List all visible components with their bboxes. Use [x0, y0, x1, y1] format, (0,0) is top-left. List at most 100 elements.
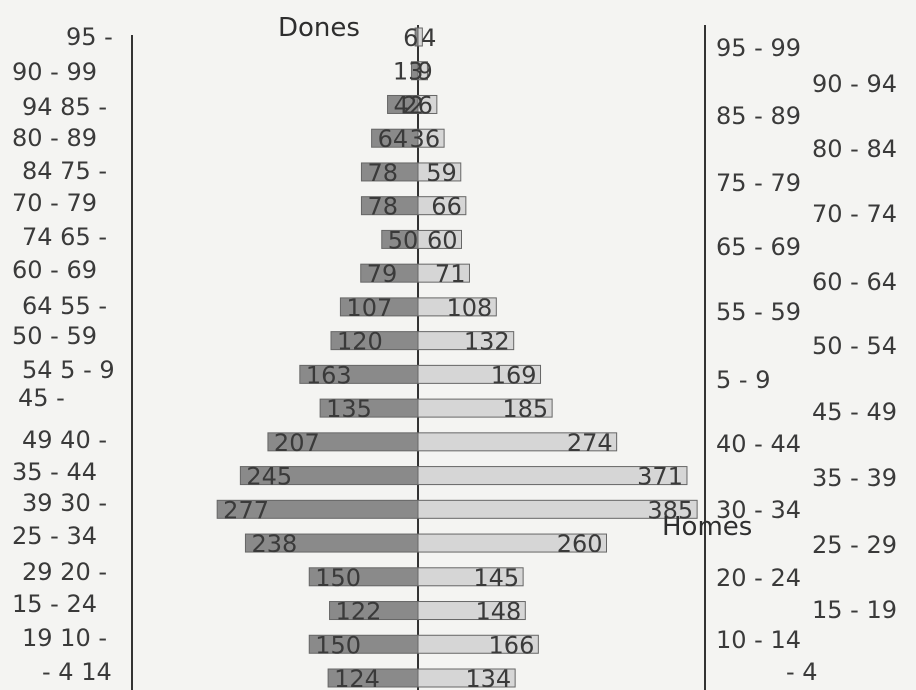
- title-homes: Homes: [662, 512, 752, 542]
- value-label-dones: 78: [367, 159, 398, 187]
- value-label-dones: 277: [223, 496, 269, 524]
- value-label-dones: 238: [251, 530, 297, 558]
- value-label-dones: 207: [274, 429, 320, 457]
- right-tick-labels: 95 - 99 90 - 94 85 - 89 80 - 84 75 - 79 70 - …: [716, 34, 897, 686]
- bar-homes: [417, 634, 539, 654]
- right-tick-label: 35 - 39: [812, 464, 897, 492]
- bar-homes: [417, 499, 698, 519]
- right-tick-label: 60 - 64: [812, 268, 897, 296]
- bar-homes: [417, 601, 526, 621]
- value-label-homes: 36: [410, 125, 441, 153]
- right-tick-label: 25 - 29: [812, 531, 897, 559]
- value-label-dones: 124: [334, 665, 380, 690]
- value-label-dones: 150: [315, 564, 361, 592]
- right-tick-label: 80 - 84: [812, 135, 897, 163]
- value-label-dones: 150: [315, 631, 361, 659]
- right-tick-label: 50 - 54: [812, 332, 897, 360]
- left-tick-label: 90 - 99: [12, 58, 97, 86]
- value-label-homes: 26: [402, 91, 433, 119]
- value-label-homes: 134: [465, 665, 511, 690]
- bar-homes: [417, 94, 438, 114]
- left-tick-label: 45 -: [18, 384, 65, 412]
- value-label-dones: 9: [417, 58, 432, 86]
- right-tick-label: - 4: [786, 658, 818, 686]
- left-tick-label: 94 85 -: [22, 93, 107, 121]
- value-label-homes: 132: [464, 328, 510, 356]
- left-tick-label: 25 - 34: [12, 522, 97, 550]
- bar-homes: [417, 432, 618, 452]
- right-tick-label: 85 - 89: [716, 102, 801, 130]
- value-label-homes: 13: [393, 58, 424, 86]
- value-label-dones: 122: [336, 598, 382, 626]
- bar-homes: [417, 196, 467, 216]
- left-tick-label: 35 - 44: [12, 458, 97, 486]
- left-tick-label: 95 -: [66, 23, 113, 51]
- right-tick-label: 45 - 49: [812, 398, 897, 426]
- value-label-dones: 107: [346, 294, 392, 322]
- value-label-homes: 166: [489, 631, 535, 659]
- left-tick-label: 70 - 79: [12, 189, 97, 217]
- left-tick-label: 29 20 -: [22, 558, 107, 586]
- value-label-homes: 60: [427, 226, 458, 254]
- title-dones: Dones: [278, 13, 360, 43]
- bar-homes: [417, 533, 607, 553]
- bar-homes: [417, 27, 423, 47]
- left-tick-label: 19 10 -: [22, 624, 107, 652]
- value-label-dones: 79: [367, 260, 398, 288]
- value-label-homes: 66: [431, 193, 462, 221]
- left-tick-label: 74 65 -: [22, 223, 107, 251]
- value-label-homes: 185: [502, 395, 548, 423]
- value-label-homes: 385: [647, 496, 693, 524]
- bar-homes: [417, 297, 497, 317]
- left-tick-label: 50 - 59: [12, 322, 97, 350]
- bar-homes: [417, 364, 542, 384]
- value-label-homes: 59: [426, 159, 457, 187]
- left-tick-label: 54 5 - 9: [22, 356, 115, 384]
- value-label-dones: 120: [337, 328, 383, 356]
- right-tick-label: 65 - 69: [716, 233, 801, 261]
- right-tick-label: 70 - 74: [812, 200, 897, 228]
- bar-homes: [417, 162, 462, 182]
- value-label-homes: 145: [473, 564, 519, 592]
- value-label-homes: 148: [475, 598, 521, 626]
- right-tick-label: 75 - 79: [716, 169, 801, 197]
- bar-homes: [417, 229, 462, 249]
- value-label-homes: 260: [557, 530, 603, 558]
- value-label-homes: 274: [567, 429, 613, 457]
- bar-homes: [417, 398, 553, 418]
- value-label-dones: 245: [246, 463, 292, 491]
- value-label-dones: 42: [394, 91, 425, 119]
- right-tick-label: 20 - 24: [716, 564, 801, 592]
- value-label-dones: 135: [326, 395, 372, 423]
- value-label-homes: 71: [435, 260, 466, 288]
- left-tick-label: 64 55 -: [22, 292, 107, 320]
- left-tick-label: - 4 14: [42, 658, 112, 686]
- bar-homes: [417, 263, 470, 283]
- bar-homes: [417, 61, 428, 81]
- right-tick-label: 90 - 94: [812, 70, 897, 98]
- value-label-homes: 371: [637, 463, 683, 491]
- right-tick-label: 40 - 44: [716, 430, 801, 458]
- value-label-dones: 64: [378, 125, 409, 153]
- left-tick-label: 39 30 -: [22, 489, 107, 517]
- right-tick-label: 30 - 34: [716, 496, 801, 524]
- right-tick-label: 95 - 99: [716, 34, 801, 62]
- right-tick-label: 5 - 9: [716, 366, 770, 394]
- value-label-dones: 78: [367, 193, 398, 221]
- right-tick-label: 55 - 59: [716, 298, 801, 326]
- value-label-homes: 108: [446, 294, 492, 322]
- value-label-homes: 6: [403, 24, 418, 52]
- left-tick-label: 80 - 89: [12, 124, 97, 152]
- left-tick-label: 84 75 -: [22, 157, 107, 185]
- left-tick-label: 60 - 69: [12, 256, 97, 284]
- value-label-dones: 50: [388, 226, 419, 254]
- bars-group: [216, 27, 698, 688]
- bar-homes: [417, 466, 688, 486]
- left-tick-labels: 95 - 90 - 99 94 85 - 80 - 89 84 75 - 70 - 79 7…: [12, 23, 115, 686]
- value-label-homes: 169: [491, 361, 537, 389]
- bar-homes: [417, 567, 524, 587]
- left-tick-label: 15 - 24: [12, 590, 97, 618]
- right-tick-label: 15 - 19: [812, 596, 897, 624]
